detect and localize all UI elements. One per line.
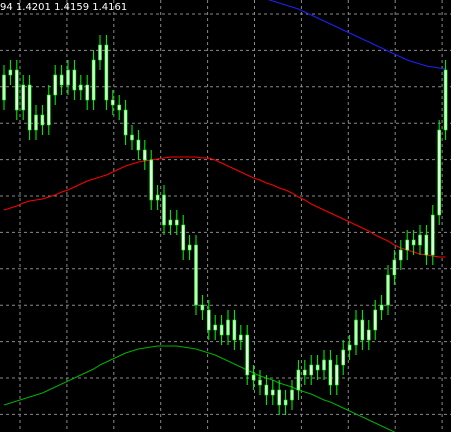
candle-body [91,59,96,101]
candle-body [392,259,397,276]
candle-body [136,139,141,151]
candle-body [66,69,70,86]
candle-body [15,69,19,111]
candle-body [366,329,371,341]
candle-body [181,224,185,251]
candle-body [130,134,134,141]
moving-average-line [3,345,396,432]
candle-body [264,384,269,396]
candle-body [398,249,403,261]
candle-body [200,304,205,311]
candle-body [59,74,64,86]
candle-body [334,364,339,386]
candle-body [79,84,83,91]
candle-body [111,99,115,106]
candle-body [40,114,45,126]
candle-body [213,324,217,331]
candle-body [347,344,352,351]
candle-body [328,359,333,386]
candle-body [143,149,147,161]
candle-body [219,324,224,336]
candle-body [27,84,32,131]
candle-body [34,114,38,131]
candle-body [53,74,58,96]
moving-average-line [3,156,446,258]
candle-body [232,319,237,341]
candle-body [341,349,346,366]
candle-body [283,399,288,406]
candles [2,35,448,415]
candle-body [251,374,256,381]
candle-body [104,44,109,101]
candle-body [239,334,243,341]
indicators [3,0,446,432]
candle-body [430,214,435,256]
candle-body [411,239,416,246]
candle-body [258,379,262,386]
candle-body [2,74,6,101]
candle-body [72,69,77,91]
candle-body [418,234,422,246]
candle-body [302,369,307,376]
candle-body [354,319,358,346]
candle-body [296,369,301,391]
candle-body [379,304,384,311]
candle-body [187,244,192,251]
candle-body [155,194,160,201]
candle-body [98,44,102,61]
candle-body [194,244,198,306]
candle-body [443,69,448,131]
candle-body [123,109,128,136]
candle-body [322,359,326,371]
candle-body [168,219,173,226]
candle-body [175,219,179,226]
candle-body [290,389,294,401]
candle-body [117,104,121,111]
candle-body [437,129,442,216]
candle-body [360,319,365,341]
candle-body [162,194,166,226]
candle-body [405,239,410,251]
candle-body [386,274,390,306]
candle-body [8,69,13,76]
candle-body [373,309,378,331]
candle-body [46,94,51,126]
candle-body [315,364,320,371]
candle-body [21,84,26,111]
candle-body [245,334,249,376]
candle-body [309,364,314,376]
candle-body [270,389,275,396]
moving-average-line [267,0,446,70]
chart-title: 94 1.4201 1.4159 1.4161 [0,2,127,13]
candle-body [207,309,211,331]
candle-body [277,389,282,406]
candle-body [149,159,153,201]
candle-body [226,319,230,336]
candle-body [85,84,89,101]
candle-body [424,234,429,256]
